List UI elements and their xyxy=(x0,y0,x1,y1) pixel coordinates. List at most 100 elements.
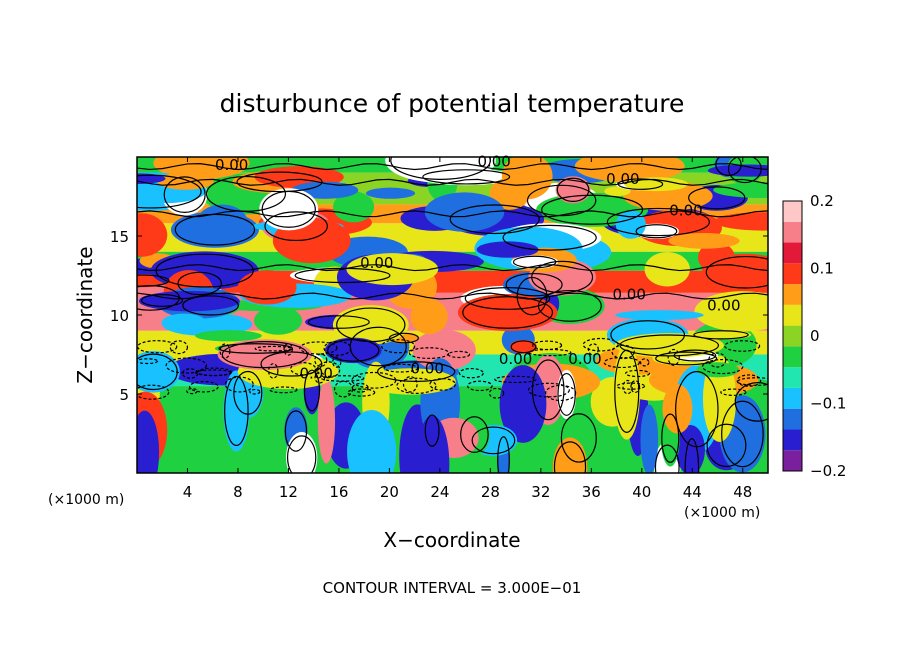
contour-line xyxy=(721,400,764,468)
contour-line-dashed xyxy=(545,384,577,402)
field-blob xyxy=(332,305,409,345)
colorbar-tick-label: 0.1 xyxy=(810,260,834,278)
contour-line-dashed xyxy=(383,363,419,373)
contour-line-dashed xyxy=(169,340,189,355)
contour-line xyxy=(424,414,440,447)
y-tick-label: 15 xyxy=(110,228,129,246)
field-blob xyxy=(713,181,768,198)
field-blob xyxy=(138,290,240,312)
field-blob xyxy=(702,355,737,442)
contour-line xyxy=(294,267,391,284)
contour-line-dashed xyxy=(347,388,376,397)
contour-interval-note: CONTOUR INTERVAL = 3.000E−01 xyxy=(323,579,582,597)
contour-line xyxy=(422,169,511,185)
contour-line-dashed xyxy=(622,379,633,395)
contour-label: 0.00 xyxy=(300,364,333,382)
field-blob xyxy=(668,233,740,249)
contour-line xyxy=(261,190,316,228)
field-blob xyxy=(137,351,180,393)
x-tick-label: 24 xyxy=(430,483,449,501)
contour-line-dashed xyxy=(314,353,328,367)
contour-line xyxy=(462,296,554,329)
zero-contour xyxy=(137,178,768,186)
contour-line-dashed xyxy=(528,348,572,357)
contour-line-dashed xyxy=(182,368,199,379)
colorbar-tick-label: −0.2 xyxy=(810,462,846,480)
contour-line-dashed xyxy=(165,357,207,374)
contour-line-dashed xyxy=(458,367,484,379)
contour-line xyxy=(531,260,594,294)
field-blob xyxy=(410,299,448,335)
contour-line xyxy=(734,382,768,422)
contour-line xyxy=(177,271,222,296)
x-tick-label: 44 xyxy=(683,483,702,501)
contour-line-dashed xyxy=(701,358,744,375)
field-blob xyxy=(365,187,416,199)
colorbar-swatch xyxy=(783,387,802,409)
y-tick-label: 5 xyxy=(119,386,129,404)
x-tick-label: 32 xyxy=(531,483,550,501)
contour-label: 0.00 xyxy=(477,153,510,171)
contour-line xyxy=(327,338,380,362)
contour-line-dashed xyxy=(630,380,641,394)
contour-line xyxy=(163,176,206,213)
x-tick-label: 36 xyxy=(582,483,601,501)
contour-line-dashed xyxy=(188,380,219,393)
field-blob xyxy=(286,432,318,473)
contour-line-dashed xyxy=(611,344,635,360)
contour-line-dashed xyxy=(323,340,352,356)
contour-line xyxy=(388,332,419,344)
zero-contour xyxy=(137,264,768,272)
field-blob xyxy=(324,337,382,364)
field-blob xyxy=(415,415,450,473)
contour-line xyxy=(460,416,489,454)
contour-line xyxy=(531,359,565,421)
field-blob xyxy=(509,339,537,354)
contour-line-dashed xyxy=(724,340,761,352)
contour-line-dashed xyxy=(268,363,279,379)
y-axis-label: Z−coordinate xyxy=(73,246,97,383)
x-tick-label: 4 xyxy=(183,483,193,501)
colorbar-tick-label: 0.2 xyxy=(810,192,834,210)
contour-line xyxy=(284,410,308,452)
contour-line-dashed xyxy=(429,378,456,391)
x-unit-right: (×1000 m) xyxy=(684,505,760,521)
field-blob xyxy=(701,253,768,291)
contour-line xyxy=(264,211,328,242)
colorbar-tick-label: −0.1 xyxy=(810,395,846,413)
contour-line-dashed xyxy=(381,339,416,354)
contour-line-dashed xyxy=(667,348,680,366)
zero-contour xyxy=(137,210,768,218)
field-blob xyxy=(424,192,505,232)
y-tick-label: 10 xyxy=(110,307,129,325)
colorbar-frame xyxy=(782,200,803,472)
contour-line-dashed xyxy=(639,358,650,367)
colorbar-swatch xyxy=(783,201,802,222)
contour-line xyxy=(688,186,746,210)
contour-line xyxy=(693,330,749,340)
contour-line xyxy=(449,204,540,235)
contour-line xyxy=(286,435,317,473)
contour-label: 0.00 xyxy=(499,350,532,368)
contour-line xyxy=(526,184,597,217)
zero-contour xyxy=(137,292,768,300)
field-blob xyxy=(412,329,476,371)
contour-line xyxy=(635,224,678,239)
contour-line-dashed xyxy=(402,376,418,393)
contour-line-dashed xyxy=(616,382,646,390)
contour-line-dashed xyxy=(137,358,159,365)
contour-line xyxy=(182,295,239,316)
contour-line-dashed xyxy=(314,371,326,384)
contour-line-dashed xyxy=(137,384,170,400)
field-blob xyxy=(476,241,539,258)
contour-line xyxy=(614,349,640,433)
field-blob xyxy=(499,365,547,443)
contour-line xyxy=(541,194,644,225)
contour-line-dashed xyxy=(466,380,493,392)
contour-line xyxy=(556,177,590,202)
x-axis-label: X−coordinate xyxy=(383,528,520,552)
x-tick-label: 28 xyxy=(481,483,500,501)
colorbar: 0.2 0.1 0 −0.1 −0.2 xyxy=(782,192,846,480)
contour-line xyxy=(336,307,406,343)
